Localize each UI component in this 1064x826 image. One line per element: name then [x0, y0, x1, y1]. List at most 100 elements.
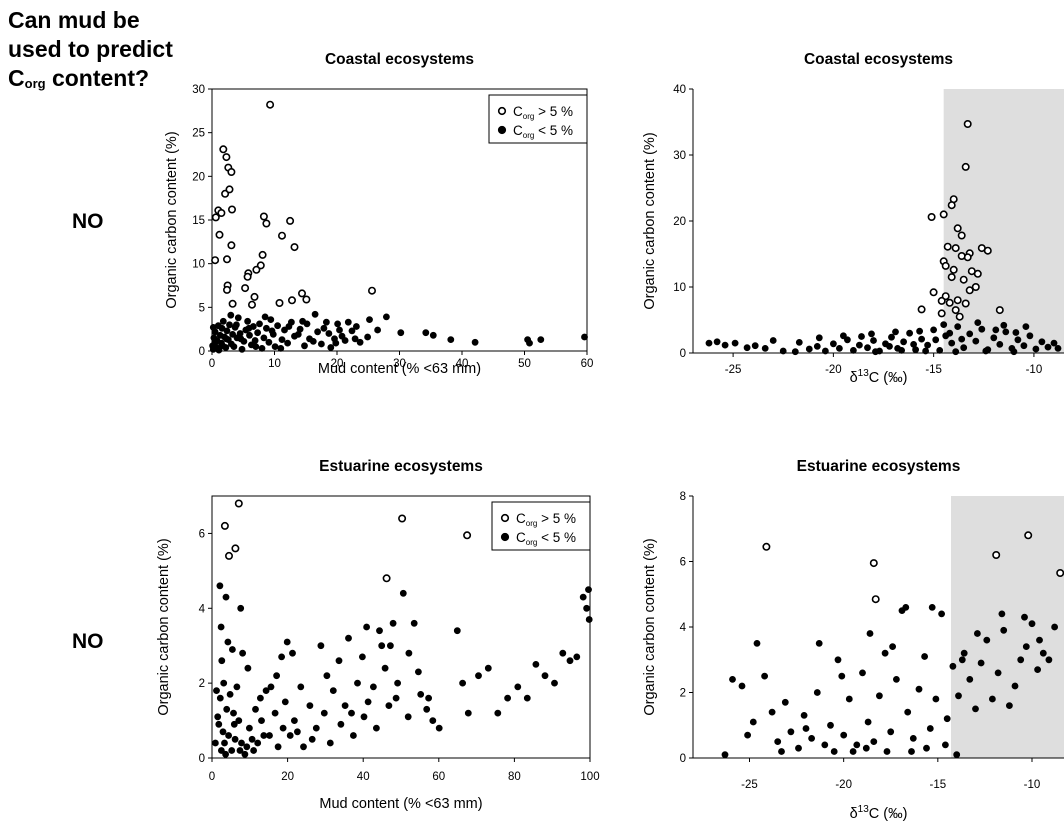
point-corg-below-5 [320, 324, 328, 332]
point-corg-below-5 [800, 712, 808, 719]
point-corg-below-5 [942, 741, 949, 749]
point-corg-below-5 [301, 342, 308, 350]
y-tick-label: 40 [673, 84, 686, 96]
x-tick-label: -15 [925, 364, 942, 376]
point-corg-below-5 [1012, 329, 1020, 336]
point-corg-below-5 [844, 336, 851, 344]
y-tick-label: 20 [673, 216, 686, 228]
point-corg-below-5 [955, 692, 962, 700]
point-corg-below-5 [921, 653, 928, 660]
point-corg-above-5 [951, 244, 960, 253]
point-corg-below-5 [744, 731, 751, 739]
point-corg-below-5 [870, 738, 878, 745]
x-tick-label: 40 [357, 771, 370, 783]
point-corg-below-5 [850, 346, 857, 354]
point-corg-below-5 [381, 664, 389, 672]
point-corg-above-5 [963, 120, 972, 129]
point-corg-below-5 [237, 335, 245, 343]
point-corg-below-5 [217, 623, 225, 631]
point-corg-below-5 [278, 336, 286, 343]
point-corg-below-5 [429, 717, 437, 724]
point-corg-below-5 [279, 724, 287, 732]
point-corg-below-5 [813, 689, 821, 696]
point-corg-above-5 [290, 243, 299, 252]
point-corg-below-5 [363, 623, 370, 631]
point-corg-below-5 [958, 335, 966, 343]
point-corg-below-5 [938, 610, 945, 618]
point-corg-below-5 [982, 347, 990, 355]
x-tick-label: 50 [518, 358, 531, 370]
point-corg-below-5 [250, 747, 257, 754]
point-corg-below-5 [853, 741, 861, 749]
point-corg-below-5 [1050, 339, 1058, 347]
point-corg-below-5 [245, 724, 253, 732]
point-corg-above-5 [258, 250, 267, 259]
point-corg-below-5 [768, 708, 776, 716]
point-corg-below-5 [876, 692, 883, 700]
point-corg-below-5 [990, 334, 998, 342]
point-corg-below-5 [268, 327, 276, 335]
point-corg-below-5 [859, 669, 866, 677]
point-corg-below-5 [385, 702, 393, 709]
point-corg-below-5 [966, 676, 974, 683]
point-corg-below-5 [300, 743, 307, 751]
point-corg-below-5 [281, 698, 289, 706]
point-corg-below-5 [338, 332, 346, 340]
point-corg-below-5 [265, 338, 273, 346]
point-corg-below-5 [322, 318, 330, 326]
point-corg-below-5 [484, 664, 492, 672]
y-axis-label: Organic carbon content (%) [164, 131, 180, 308]
point-corg-below-5 [317, 340, 325, 348]
x-tick-label: -20 [825, 364, 842, 376]
legend-entry-below-marker [497, 125, 507, 135]
point-corg-below-5 [537, 336, 545, 343]
point-corg-below-5 [541, 672, 549, 680]
x-tick-label: 60 [581, 358, 594, 370]
point-corg-below-5 [1021, 613, 1028, 621]
point-corg-below-5 [778, 748, 785, 755]
point-corg-below-5 [883, 748, 891, 755]
point-corg-below-5 [309, 337, 317, 345]
point-corg-below-5 [805, 345, 813, 353]
point-corg-above-5 [243, 272, 252, 281]
point-corg-above-5 [992, 550, 1001, 559]
point-corg-below-5 [729, 676, 736, 683]
point-corg-below-5 [858, 333, 865, 340]
x-tick-label: -25 [725, 364, 742, 376]
point-corg-below-5 [559, 649, 567, 657]
point-corg-below-5 [845, 695, 853, 703]
point-corg-below-5 [234, 314, 242, 322]
y-tick-label: 0 [680, 753, 686, 765]
point-corg-below-5 [795, 338, 803, 346]
chart-title: Estuarine ecosystems [319, 458, 483, 475]
point-corg-below-5 [326, 739, 334, 747]
point-corg-below-5 [349, 732, 357, 739]
point-corg-below-5 [868, 330, 875, 338]
point-corg-below-5 [219, 728, 227, 736]
point-corg-below-5 [743, 344, 751, 352]
point-corg-below-5 [219, 317, 227, 325]
point-corg-above-5 [939, 210, 948, 219]
legend-entry-above-marker [497, 106, 507, 116]
point-corg-below-5 [230, 720, 238, 728]
point-corg-above-5 [219, 145, 228, 154]
point-corg-below-5 [216, 582, 224, 590]
point-corg-below-5 [948, 339, 956, 347]
point-corg-below-5 [523, 694, 531, 702]
point-corg-below-5 [966, 330, 974, 338]
point-corg-below-5 [972, 337, 980, 345]
x-tick-label: 60 [432, 771, 445, 783]
point-corg-below-5 [827, 721, 834, 729]
point-corg-below-5 [926, 725, 934, 732]
point-corg-below-5 [239, 649, 246, 657]
point-corg-above-5 [302, 295, 311, 304]
point-corg-above-5 [941, 261, 950, 270]
point-corg-below-5 [781, 698, 789, 706]
point-corg-below-5 [273, 672, 280, 680]
point-corg-below-5 [241, 750, 249, 758]
point-corg-below-5 [254, 739, 262, 747]
point-corg-above-5 [215, 230, 224, 239]
y-tick-label: 2 [680, 688, 686, 700]
y-tick-label: 8 [680, 491, 686, 503]
point-corg-above-5 [1056, 569, 1064, 577]
